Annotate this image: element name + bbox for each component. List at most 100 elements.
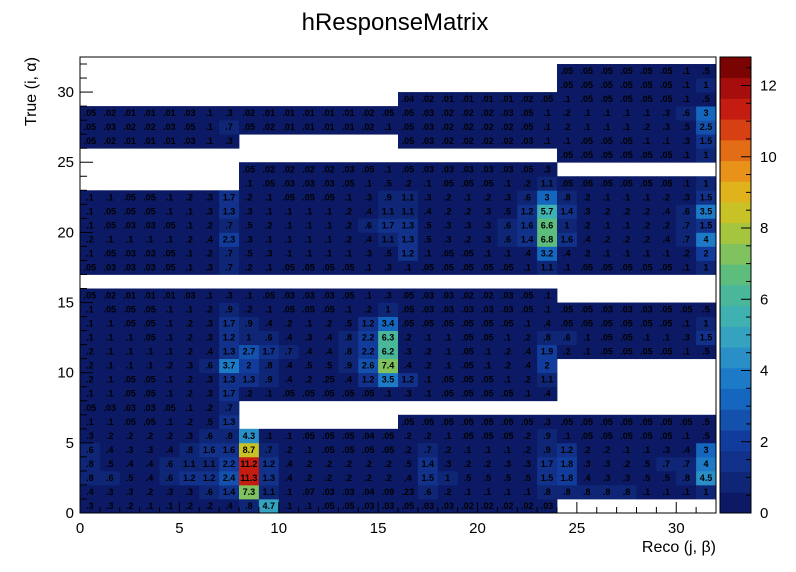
cell-value-label: .2 <box>523 445 531 455</box>
cell-value-label: .2 <box>345 473 353 483</box>
heatmap-cell <box>179 484 200 500</box>
heatmap-cell <box>119 400 141 416</box>
cell-value-label: .7 <box>225 220 233 230</box>
cell-value-label: .05 <box>362 164 375 174</box>
heatmap-cell <box>417 372 439 388</box>
cell-value-label: .1 <box>364 178 372 188</box>
cell-value-label: .2 <box>424 431 432 441</box>
cell-value-label: .05 <box>600 178 613 188</box>
cell-value-label: .1 <box>106 417 114 427</box>
cell-value-label: .1 <box>305 445 313 455</box>
cell-value-label: .05 <box>481 333 494 343</box>
cell-value-label: .5 <box>702 94 710 104</box>
cell-value-label: .01 <box>302 108 315 118</box>
cell-value-label: .1 <box>245 291 253 301</box>
cell-value-label: .05 <box>640 347 653 357</box>
heatmap-cell <box>596 64 618 79</box>
cell-value-label: .1 <box>504 487 512 497</box>
heatmap-cell <box>477 484 498 500</box>
cell-value-label: .1 <box>265 192 273 202</box>
heatmap-cell <box>239 218 260 233</box>
heatmap-cell <box>616 414 637 430</box>
cell-value-label: .2 <box>285 319 293 329</box>
cell-value-label: .01 <box>322 122 335 132</box>
cell-value-label: .7 <box>682 459 690 469</box>
heatmap-cell <box>616 190 637 205</box>
heatmap-cell <box>119 134 141 149</box>
heatmap-cell <box>557 134 578 149</box>
cell-value-label: .05 <box>302 305 315 315</box>
heatmap-cell <box>278 386 300 402</box>
heatmap-cell <box>576 92 598 107</box>
cell-value-label: .5 <box>702 305 710 315</box>
heatmap-cell <box>99 400 121 416</box>
cell-value-label: .5 <box>245 248 253 258</box>
heatmap-cell <box>477 428 498 444</box>
heatmap-cell <box>119 232 141 247</box>
heatmap-cell <box>219 484 240 500</box>
cell-value-label: .05 <box>640 80 653 90</box>
heatmap-cell <box>99 218 121 233</box>
cell-value-label: .2 <box>504 361 512 371</box>
heatmap-cell <box>378 120 399 135</box>
heatmap-cell <box>477 498 498 514</box>
cell-value-label: .6 <box>682 206 690 216</box>
cell-value-label: .03 <box>441 501 454 511</box>
cell-value-label: .05 <box>660 431 673 441</box>
heatmap-cell <box>477 134 498 149</box>
cell-value-label: .05 <box>521 291 534 301</box>
heatmap-cell <box>557 78 578 93</box>
heatmap-cell <box>576 64 598 79</box>
cell-value-label: .1 <box>484 487 492 497</box>
heatmap-cell <box>696 470 717 486</box>
heatmap-cell <box>497 344 518 360</box>
heatmap-cell <box>239 246 260 261</box>
heatmap-cell <box>358 204 379 219</box>
cell-value-label: .1 <box>245 178 253 188</box>
heatmap-cell <box>338 316 359 331</box>
heatmap-cell <box>358 190 379 205</box>
heatmap-cell <box>497 470 518 486</box>
heatmap-cell <box>517 386 538 402</box>
heatmap-cell <box>537 218 558 233</box>
cell-value-label: .02 <box>263 122 276 132</box>
heatmap-cell <box>239 120 260 135</box>
colorbar-segment <box>720 119 751 141</box>
heatmap-cell <box>676 302 697 317</box>
cell-value-label: .2 <box>364 459 372 469</box>
heatmap-cell <box>239 106 260 121</box>
heatmap-cell <box>477 260 498 275</box>
heatmap-cell <box>119 120 141 135</box>
cell-value-label: .1 <box>285 487 293 497</box>
heatmap-cell <box>517 344 538 360</box>
heatmap-cell <box>576 190 598 205</box>
cell-value-label: .2 <box>186 501 194 511</box>
cell-value-label: 1 <box>246 333 251 343</box>
cell-value-label: .05 <box>581 66 594 76</box>
cell-value-label: .1 <box>285 206 293 216</box>
cell-value-label: .5 <box>245 220 253 230</box>
heatmap-cell <box>318 456 339 472</box>
cell-value-label: 1.5 <box>700 192 713 202</box>
heatmap-cell <box>358 386 379 402</box>
heatmap-cell <box>696 302 717 317</box>
cell-value-label: .1 <box>305 234 313 244</box>
colorbar-tick-label: 12 <box>760 78 777 95</box>
heatmap-cell <box>80 386 101 402</box>
heatmap-cell <box>656 92 677 107</box>
cell-value-label: .03 <box>521 136 534 146</box>
heatmap-cell <box>517 106 538 121</box>
cell-value-label: .9 <box>345 361 353 371</box>
heatmap-cell <box>457 260 478 275</box>
cell-value-label: 4.5 <box>700 473 713 483</box>
cell-value-label: .2 <box>186 417 194 427</box>
cell-value-label: .05 <box>600 417 613 427</box>
cell-value-label: 1.5 <box>541 473 554 483</box>
heatmap-cell <box>119 106 141 121</box>
heatmap-cell <box>417 176 439 191</box>
cell-value-label: .05 <box>481 431 494 441</box>
heatmap-cell <box>258 218 280 233</box>
cell-value-label: 1.4 <box>561 206 574 216</box>
heatmap-cell <box>239 470 260 486</box>
heatmap-cell <box>219 134 240 149</box>
